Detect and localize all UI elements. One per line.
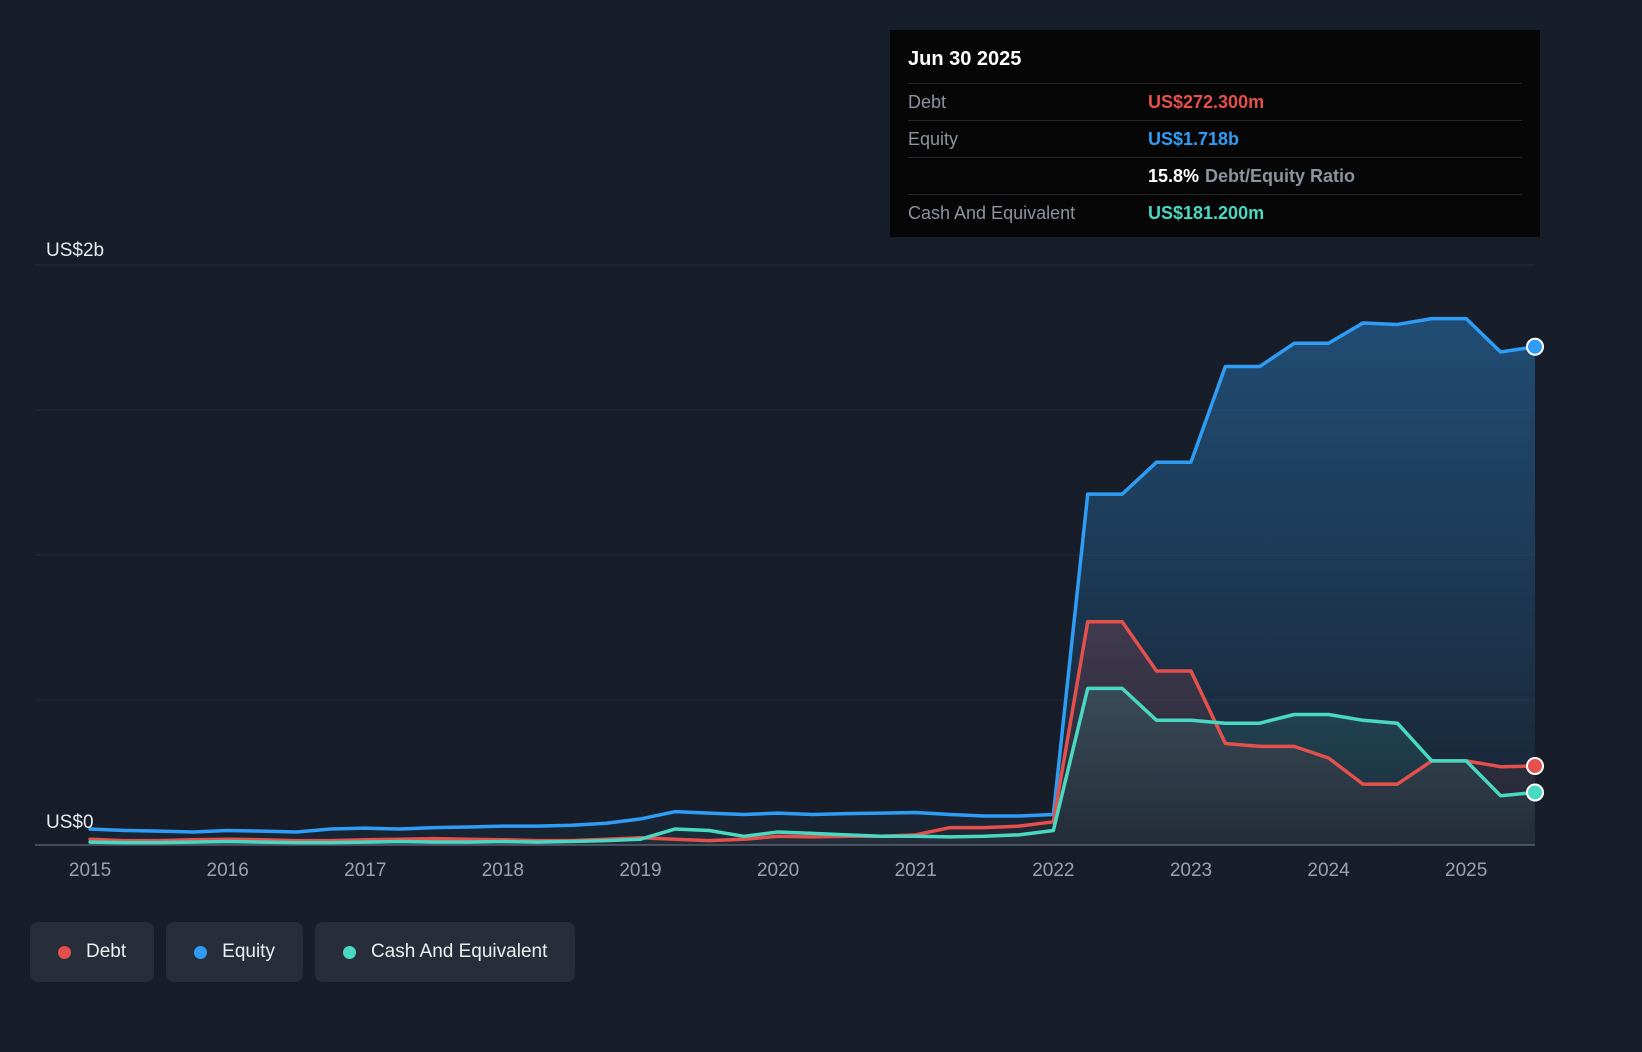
legend-debt-label: Debt bbox=[86, 941, 127, 962]
x-tick-label: 2021 bbox=[895, 860, 937, 881]
debt-end-marker bbox=[1526, 757, 1544, 776]
tooltip-row-equity: Equity US$1.718b bbox=[908, 121, 1522, 158]
tooltip-row-ratio: 15.8% Debt/Equity Ratio bbox=[908, 158, 1522, 195]
tooltip-cash-value: US$181.200m bbox=[1148, 203, 1265, 223]
cash-and-equivalent-end-marker bbox=[1526, 783, 1544, 802]
equity-end-marker bbox=[1526, 337, 1544, 356]
tooltip-row-debt: Debt US$272.300m bbox=[908, 84, 1522, 121]
tooltip-row-cash: Cash And Equivalent US$181.200m bbox=[908, 195, 1522, 231]
x-tick-label: 2025 bbox=[1445, 860, 1487, 881]
tooltip-date: Jun 30 2025 bbox=[908, 38, 1522, 84]
x-tick-label: 2023 bbox=[1170, 860, 1212, 881]
cash-and-equivalent-line bbox=[88, 686, 1537, 845]
legend-item-cash[interactable]: Cash And Equivalent bbox=[314, 922, 576, 982]
x-tick-label: 2015 bbox=[69, 860, 111, 881]
debt-dot-icon bbox=[58, 945, 71, 959]
equity-line bbox=[88, 316, 1537, 834]
legend-cash-label: Cash And Equivalent bbox=[370, 941, 548, 962]
y-axis-label-zero: US$0 bbox=[46, 812, 94, 833]
cash-and-equivalent-area bbox=[90, 688, 1535, 845]
tooltip-ratio-label: Debt/Equity Ratio bbox=[1205, 166, 1356, 186]
tooltip: Jun 30 2025 Debt US$272.300m Equity US$1… bbox=[890, 30, 1540, 237]
cash-dot-icon bbox=[342, 945, 356, 959]
tooltip-cash-label: Cash And Equivalent bbox=[908, 203, 1076, 223]
tooltip-debt-label: Debt bbox=[908, 92, 947, 112]
x-tick-label: 2017 bbox=[344, 860, 386, 881]
legend-item-equity[interactable]: Equity bbox=[166, 922, 303, 982]
tooltip-equity-label: Equity bbox=[908, 129, 959, 149]
y-axis-label-top: US$2b bbox=[46, 240, 105, 261]
equity-dot-icon bbox=[194, 945, 208, 959]
legend-equity-label: Equity bbox=[222, 941, 275, 962]
debt-line bbox=[88, 619, 1537, 843]
x-tick-label: 2024 bbox=[1307, 860, 1350, 881]
x-tick-label: 2018 bbox=[482, 860, 524, 881]
x-tick-label: 2020 bbox=[757, 860, 799, 881]
legend-item-debt[interactable]: Debt bbox=[30, 922, 155, 982]
tooltip-debt-value: US$272.300m bbox=[1148, 92, 1265, 112]
x-tick-label: 2016 bbox=[207, 860, 249, 881]
tooltip-ratio-value: 15.8% bbox=[1148, 166, 1200, 186]
tooltip-equity-value: US$1.718b bbox=[1148, 129, 1240, 149]
chart-legend: Debt Equity Cash And Equivalent bbox=[30, 922, 576, 982]
x-tick-label: 2022 bbox=[1032, 860, 1074, 881]
x-tick-label: 2019 bbox=[619, 860, 661, 881]
